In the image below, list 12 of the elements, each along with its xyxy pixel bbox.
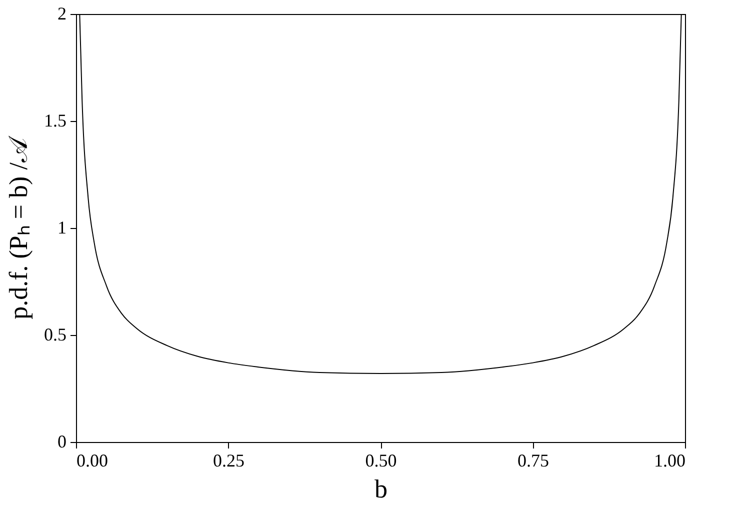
x-axis-title: b — [374, 474, 388, 504]
y-tick-label: 0.5 — [44, 324, 66, 344]
y-tick-label: 2 — [58, 4, 66, 24]
x-tick-label: 0.75 — [518, 450, 549, 470]
y-axis-title: p.d.f. (Pₕ = b) /𝒜 — [4, 136, 33, 320]
y-tick-label: 0 — [58, 432, 66, 452]
y-tick-label: 1.5 — [44, 110, 66, 130]
x-tick-label: 0.25 — [213, 450, 244, 470]
x-tick-label: 0.50 — [365, 450, 397, 470]
y-tick-label: 1 — [58, 218, 66, 238]
x-tick-label: 1.00 — [654, 450, 686, 470]
x-tick-label: 0.00 — [76, 450, 108, 470]
